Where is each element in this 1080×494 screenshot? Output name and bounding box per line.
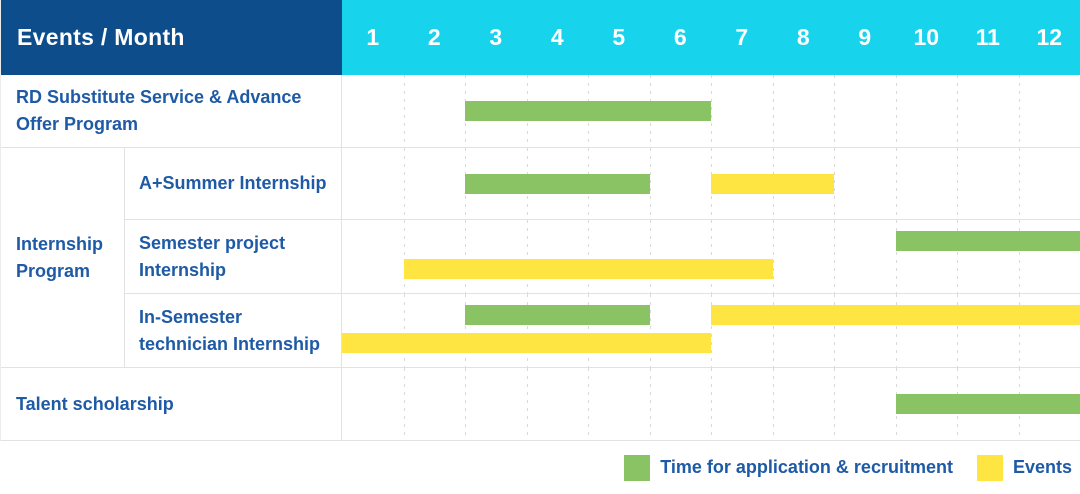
month-tick-1: 1	[366, 24, 380, 50]
gantt-bar-line	[342, 173, 1080, 194]
month-gridline	[588, 368, 589, 440]
month-gridline	[772, 220, 774, 293]
month-gridline	[895, 148, 897, 219]
month-tick-5: 5	[612, 24, 626, 50]
month-gridline	[526, 368, 528, 440]
gantt-track-semester-project	[342, 220, 1080, 293]
month-gridline	[649, 148, 651, 219]
gantt-bar-event	[342, 333, 711, 353]
month-tick-10: 10	[913, 24, 940, 50]
gantt-track-a-plus-summer	[342, 148, 1080, 219]
month-gridline	[1018, 148, 1020, 219]
month-tick-9: 9	[858, 24, 872, 50]
month-gridline	[526, 220, 528, 293]
month-gridline	[834, 294, 835, 367]
month-gridline	[649, 368, 651, 440]
gantt-bar-event	[403, 259, 773, 279]
month-gridline	[895, 220, 897, 293]
month-tick-7: 7	[735, 24, 749, 50]
row-label-a-plus-summer: A+Summer Internship	[125, 148, 342, 219]
group-label-internship-program: Internship Program	[1, 148, 125, 367]
month-gridline	[403, 75, 405, 147]
month-gridline	[957, 148, 958, 219]
month-gridline	[834, 220, 835, 293]
month-axis: 1 2 3 4 5 6 7 8 9 10 11 12	[342, 0, 1080, 75]
month-tick-12: 12	[1036, 24, 1063, 50]
month-gridline	[711, 75, 712, 147]
month-gridline	[403, 368, 405, 440]
month-gridline	[772, 368, 774, 440]
gantt-bar-application	[465, 173, 650, 194]
row-label-rd-substitute: RD Substitute Service & Advance Offer Pr…	[1, 75, 342, 147]
month-gridline	[1018, 220, 1020, 293]
gantt-bar-line	[342, 259, 1080, 279]
gantt-bar-line	[342, 231, 1080, 251]
legend: Time for application & recruitment Event…	[0, 441, 1080, 494]
month-gridline	[711, 368, 712, 440]
month-gridline	[895, 294, 897, 367]
month-gridline	[649, 294, 651, 367]
month-gridline	[588, 294, 589, 367]
legend-application-label: Time for application & recruitment	[660, 457, 953, 477]
month-gridline	[772, 294, 774, 367]
month-gridline	[957, 75, 958, 147]
gantt-bar-event	[711, 305, 1080, 325]
month-tick-11: 11	[975, 24, 1000, 50]
gantt-bar-application	[465, 101, 711, 121]
month-tick-4: 4	[550, 24, 564, 50]
gantt-track-rd-substitute	[342, 75, 1080, 147]
gantt-bar-line	[342, 394, 1080, 414]
table-row: In-Semester technician Internship	[125, 294, 1080, 367]
events-color-swatch-icon	[976, 454, 1003, 481]
row-label-semester-project: Semester project Internship	[125, 220, 342, 293]
gantt-bar-event	[711, 173, 834, 194]
month-gridline	[834, 75, 835, 147]
events-month-header: Events / Month	[1, 0, 342, 75]
month-gridline	[649, 220, 651, 293]
month-gridline	[526, 294, 528, 367]
legend-events-label: Events	[1012, 457, 1072, 477]
month-gridline	[403, 148, 405, 219]
application-color-swatch-icon	[624, 454, 651, 481]
gantt-table: Events / Month 1 2 3 4 5 6 7 8 9 10 11 1…	[0, 0, 1080, 441]
month-tick-3: 3	[489, 24, 503, 50]
month-gridline	[1018, 294, 1020, 367]
gantt-bar-line	[342, 101, 1080, 121]
month-gridline	[403, 294, 405, 367]
table-row: Talent scholarship	[1, 368, 1080, 441]
month-gridline	[465, 294, 466, 367]
month-tick-6: 6	[673, 24, 687, 50]
gantt-bar-application	[895, 394, 1080, 414]
month-gridline	[834, 148, 835, 219]
table-header: Events / Month 1 2 3 4 5 6 7 8 9 10 11 1…	[1, 0, 1080, 75]
table-row: RD Substitute Service & Advance Offer Pr…	[1, 75, 1080, 148]
month-tick-8: 8	[796, 24, 810, 50]
gantt-track-talent-scholarship	[342, 368, 1080, 440]
month-gridline	[772, 75, 774, 147]
month-gridline	[957, 220, 958, 293]
month-gridline	[834, 368, 835, 440]
month-gridline	[711, 294, 712, 367]
month-gridline	[465, 368, 466, 440]
internship-program-group: Internship Program A+Summer Internship S…	[1, 148, 1080, 368]
gantt-bar-line	[342, 305, 1080, 325]
table-row: A+Summer Internship	[125, 148, 1080, 220]
table-row: Semester project Internship	[125, 220, 1080, 294]
month-gridline	[895, 75, 897, 147]
month-gridline	[711, 220, 712, 293]
month-gridline	[403, 220, 405, 293]
gantt-track-in-semester-technician	[342, 294, 1080, 367]
gantt-bar-application	[465, 305, 650, 325]
month-gridline	[588, 220, 589, 293]
month-gridline	[957, 294, 958, 367]
gantt-bar-application	[895, 231, 1080, 251]
month-tick-2: 2	[427, 24, 441, 50]
gantt-bar-line	[342, 333, 1080, 353]
month-gridline	[1018, 75, 1020, 147]
month-gridline	[465, 220, 466, 293]
internship-program-subrows: A+Summer Internship Semester project Int…	[125, 148, 1080, 367]
row-label-talent-scholarship: Talent scholarship	[1, 368, 342, 440]
row-label-in-semester-technician: In-Semester technician Internship	[125, 294, 342, 367]
